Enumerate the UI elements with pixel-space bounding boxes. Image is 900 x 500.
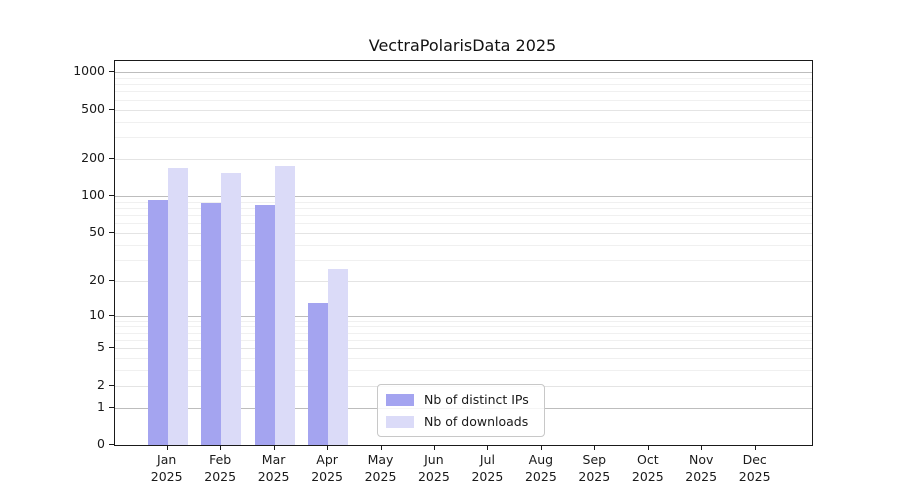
gridline: [115, 280, 812, 282]
gridline: [115, 348, 812, 350]
y-tick-label: 0: [97, 436, 105, 451]
y-tick: [109, 347, 114, 349]
y-tick-label: 1: [97, 398, 105, 414]
gridline: [115, 320, 812, 322]
y-tick-label: 50: [89, 223, 105, 239]
y-tick-label: 5: [97, 339, 105, 355]
x-tick-label: Mar 2025: [257, 452, 290, 484]
bar-downloads-feb: [221, 172, 242, 445]
x-tick: [754, 445, 756, 450]
gridline: [115, 215, 812, 216]
bar-downloads-mar: [274, 166, 295, 445]
y-tick-label: 200: [81, 149, 105, 165]
y-tick: [109, 406, 114, 408]
gridline: [115, 109, 812, 111]
gridline: [115, 244, 812, 246]
legend-swatch-distinct-ips-icon: [386, 393, 414, 406]
gridline: [115, 201, 812, 203]
y-tick-label: 10: [89, 306, 105, 322]
gridline: [115, 232, 812, 234]
y-tick: [109, 444, 114, 445]
gridline: [115, 340, 812, 341]
legend-label-distinct-ips: Nb of distinct IPs: [424, 392, 529, 407]
bar-downloads-apr: [328, 269, 349, 445]
y-tick: [109, 314, 114, 316]
legend-label-downloads: Nb of downloads: [424, 414, 529, 429]
gridline: [115, 158, 812, 160]
bar-distinct-ips-jan: [147, 199, 168, 445]
x-tick: [273, 445, 275, 450]
x-tick: [487, 445, 489, 450]
y-tick: [109, 384, 114, 386]
y-tick-label: 1000: [73, 63, 105, 79]
legend-item-downloads: Nb of downloads: [386, 413, 534, 430]
bar-distinct-ips-feb: [201, 202, 222, 445]
gridline: [115, 370, 812, 372]
chart-title: VectraPolarisData 2025: [368, 36, 557, 55]
x-tick-label: Jun 2025: [417, 452, 450, 484]
x-tick: [594, 445, 596, 450]
x-tick: [701, 445, 703, 450]
y-tick: [109, 71, 114, 73]
gridline: [115, 315, 812, 317]
x-tick: [540, 445, 542, 450]
x-tick-label: Nov 2025: [685, 452, 718, 484]
bar-distinct-ips-apr: [308, 302, 329, 445]
x-tick-label: Jan 2025: [150, 452, 183, 484]
x-tick: [327, 445, 329, 450]
x-tick-label: Feb 2025: [204, 452, 237, 484]
x-tick-label: Apr 2025: [311, 452, 343, 484]
legend: Nb of distinct IPs Nb of downloads: [377, 384, 545, 437]
plot-area: Nb of distinct IPs Nb of downloads: [114, 60, 813, 446]
y-tick-label: 2: [97, 376, 105, 392]
gridline: [115, 259, 812, 261]
x-tick-label: Jul 2025: [471, 452, 504, 484]
y-tick-label: 500: [81, 100, 105, 116]
gridline: [115, 326, 812, 328]
x-tick-label: May 2025: [364, 452, 397, 484]
x-tick: [647, 445, 649, 450]
x-tick: [433, 445, 435, 450]
x-tick-label: Dec 2025: [738, 452, 771, 484]
y-tick-label: 20: [89, 271, 105, 287]
y-tick: [109, 194, 114, 196]
y-tick: [109, 279, 114, 281]
x-tick: [220, 445, 222, 450]
y-tick: [109, 231, 114, 233]
x-tick: [380, 445, 382, 450]
x-tick: [166, 445, 168, 450]
gridline: [115, 72, 812, 74]
x-tick-label: Sep 2025: [578, 452, 611, 484]
gridline: [115, 195, 812, 197]
bar-downloads-jan: [167, 167, 188, 445]
x-tick-label: Aug 2025: [524, 452, 557, 484]
bar-distinct-ips-mar: [254, 204, 275, 445]
gridline: [115, 137, 812, 138]
legend-item-distinct-ips: Nb of distinct IPs: [386, 391, 534, 408]
gridline: [115, 207, 812, 209]
gridline: [115, 223, 812, 225]
gridline: [115, 332, 812, 334]
gridline: [115, 358, 812, 360]
y-tick: [109, 157, 114, 159]
gridline: [115, 91, 812, 93]
gridline: [115, 121, 812, 123]
x-tick-label: Oct 2025: [631, 452, 664, 484]
y-tick: [109, 108, 114, 110]
gridline: [115, 99, 812, 101]
gridline: [115, 77, 812, 79]
gridline: [115, 84, 812, 86]
legend-swatch-downloads-icon: [386, 415, 414, 428]
y-tick-label: 100: [81, 186, 105, 202]
